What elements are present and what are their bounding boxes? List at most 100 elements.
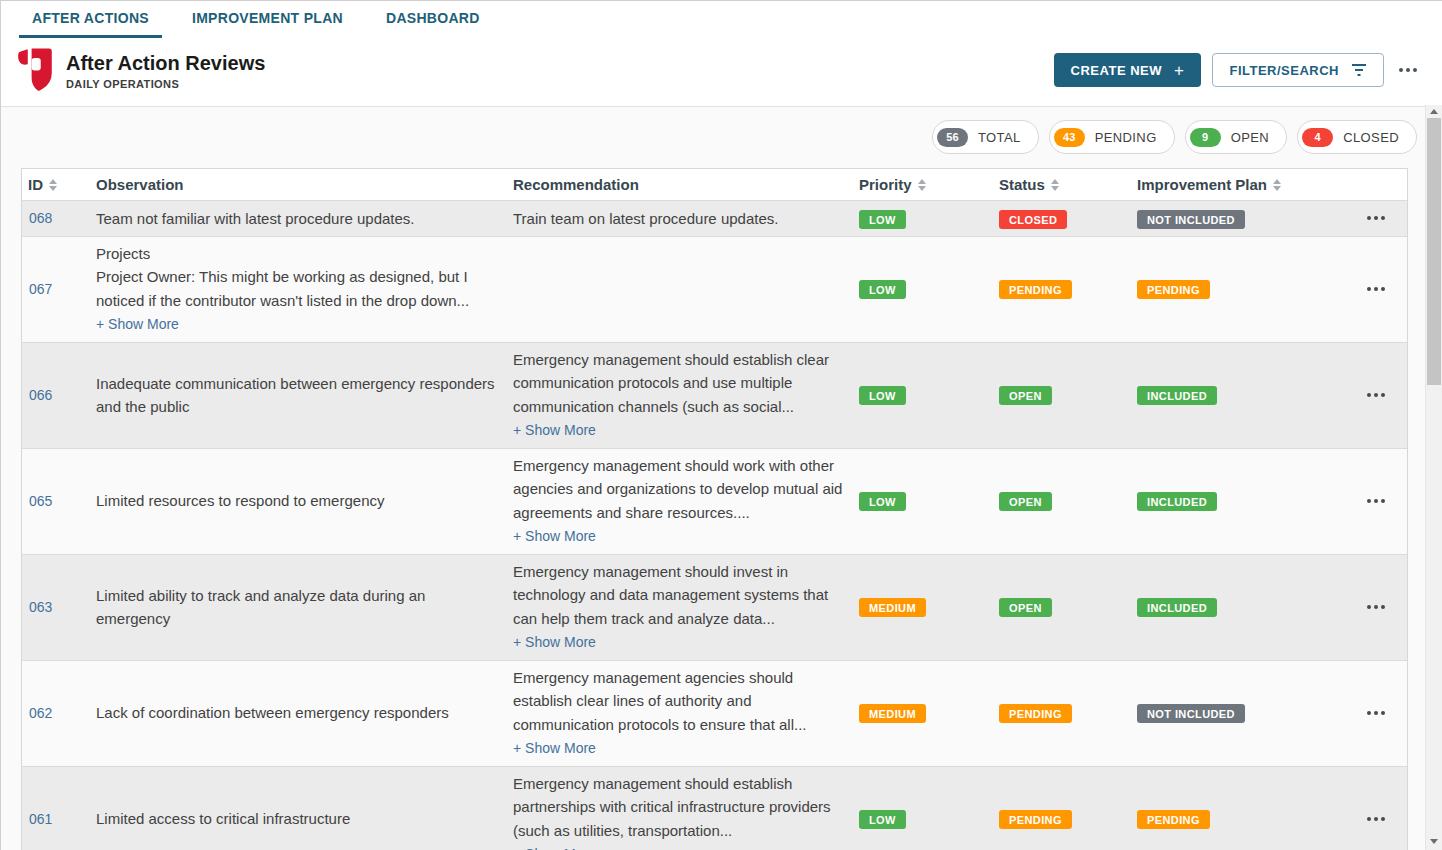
juvare-logo-icon (15, 46, 54, 94)
tab-dashboard[interactable]: DASHBOARD (373, 1, 493, 38)
show-more-link[interactable]: + Show More (513, 737, 596, 761)
row-more-options-icon[interactable] (1363, 707, 1389, 719)
plan-cell: PENDING (1131, 272, 1288, 306)
plan-cell: NOT INCLUDED (1131, 202, 1288, 236)
status-badge: PENDING (999, 280, 1072, 299)
observation-cell: Limited ability to track and analyze dat… (90, 579, 507, 636)
tab-after-actions[interactable]: AFTER ACTIONS (19, 1, 162, 38)
column-header-priority[interactable]: Priority (853, 169, 993, 200)
recommendation-cell: Train team on latest procedure updates. (507, 202, 853, 236)
recommendation-text: Emergency management should establish pa… (513, 772, 847, 843)
status-cell: OPEN (993, 484, 1131, 518)
create-new-button[interactable]: CREATE NEW + (1054, 53, 1202, 87)
observation-text: Lack of coordination between emergency r… (96, 701, 501, 725)
status-badge: OPEN (999, 386, 1052, 405)
filter-search-button[interactable]: FILTER/SEARCH (1212, 53, 1384, 87)
stat-pill-total[interactable]: 56TOTAL (932, 120, 1039, 154)
scrollbar-down-arrow-icon[interactable] (1426, 835, 1442, 848)
app-header: After Action Reviews DAILY OPERATIONS CR… (1, 38, 1442, 106)
show-more-link[interactable]: + Show More (513, 843, 596, 850)
row-more-options-icon[interactable] (1363, 813, 1389, 825)
sort-down-icon (49, 186, 57, 191)
row-actions-cell (1357, 207, 1407, 229)
status-cell: OPEN (993, 378, 1131, 412)
sort-arrows-icon (1273, 179, 1281, 191)
status-badge: PENDING (999, 704, 1072, 723)
row-more-options-icon[interactable] (1363, 212, 1389, 224)
show-more-link[interactable]: + Show More (96, 313, 179, 337)
id-cell: 067 (22, 272, 90, 307)
row-id-link[interactable]: 063 (29, 599, 52, 615)
vertical-scrollbar[interactable] (1425, 105, 1442, 850)
stat-label: CLOSED (1343, 130, 1399, 145)
stat-pill-open[interactable]: 9OPEN (1185, 120, 1287, 154)
status-badge: OPEN (999, 598, 1052, 617)
id-cell: 066 (22, 378, 90, 413)
priority-cell: LOW (853, 202, 993, 236)
top-tabs: AFTER ACTIONS IMPROVEMENT PLAN DASHBOARD (1, 1, 1442, 38)
brand-text: After Action Reviews DAILY OPERATIONS (66, 51, 265, 90)
table-row: 067ProjectsProject Owner: This might be … (22, 236, 1407, 342)
plus-icon: + (1174, 62, 1184, 79)
improvement-plan-badge: INCLUDED (1137, 492, 1217, 511)
header-more-options-icon[interactable] (1395, 64, 1421, 76)
row-id-link[interactable]: 061 (29, 811, 52, 827)
show-more-link[interactable]: + Show More (513, 525, 596, 549)
sort-up-icon (1051, 179, 1059, 184)
column-header-label: Observation (96, 176, 184, 193)
scrollbar-up-arrow-icon[interactable] (1426, 105, 1442, 118)
column-header-status[interactable]: Status (993, 169, 1131, 200)
row-more-options-icon[interactable] (1363, 389, 1389, 401)
table-row: 062 Lack of coordination between emergenc… (22, 660, 1407, 766)
stat-pill-pending[interactable]: 43PENDING (1049, 120, 1175, 154)
sort-down-icon (918, 186, 926, 191)
row-id-link[interactable]: 065 (29, 493, 52, 509)
after-action-reviews-table: ID Observation Recommendation PriorityStatu… (21, 168, 1408, 850)
stat-label: OPEN (1231, 130, 1269, 145)
tab-improvement-plan[interactable]: IMPROVEMENT PLAN (179, 1, 356, 38)
id-cell: 065 (22, 484, 90, 519)
page-subtitle: DAILY OPERATIONS (66, 78, 265, 90)
plan-cell: PENDING (1131, 802, 1288, 836)
row-more-options-icon[interactable] (1363, 283, 1389, 295)
row-actions-cell (1357, 808, 1407, 830)
show-more-link[interactable]: + Show More (513, 631, 596, 655)
row-more-options-icon[interactable] (1363, 601, 1389, 613)
id-cell: 063 (22, 590, 90, 625)
table-row: 068Team not familiar with latest procedu… (22, 200, 1407, 236)
priority-badge: MEDIUM (859, 704, 926, 723)
plan-cell: INCLUDED (1131, 484, 1288, 518)
observation-cell: Limited access to critical infrastructur… (90, 802, 507, 836)
stat-count-badge: 43 (1054, 128, 1085, 147)
recommendation-cell (507, 284, 853, 294)
plan-cell: NOT INCLUDED (1131, 696, 1288, 730)
table-row: 061 Limited access to critical infrastruc… (22, 766, 1407, 850)
priority-badge: LOW (859, 386, 906, 405)
row-id-link[interactable]: 067 (29, 281, 52, 297)
row-id-link[interactable]: 062 (29, 705, 52, 721)
filter-search-label: FILTER/SEARCH (1229, 63, 1339, 78)
row-more-options-icon[interactable] (1363, 495, 1389, 507)
brand: After Action Reviews DAILY OPERATIONS (15, 46, 265, 94)
recommendation-cell: Emergency management should work with ot… (507, 449, 853, 554)
table-row: 065Limited resources to respond to emerg… (22, 448, 1407, 554)
row-actions-cell (1357, 384, 1407, 406)
priority-badge: LOW (859, 210, 906, 229)
observation-cell: Inadequate communication between emergen… (90, 367, 507, 424)
row-id-link[interactable]: 066 (29, 387, 52, 403)
filter-icon (1351, 63, 1367, 77)
status-cell: PENDING (993, 272, 1131, 306)
create-new-label: CREATE NEW (1071, 63, 1162, 78)
column-header-id[interactable]: ID (22, 169, 90, 200)
recommendation-cell: Emergency management agencies should est… (507, 661, 853, 766)
column-header-label: Recommendation (513, 176, 639, 193)
scrollbar-thumb[interactable] (1427, 118, 1441, 385)
priority-badge: LOW (859, 810, 906, 829)
id-cell: 068 (22, 201, 90, 236)
row-actions-cell (1357, 702, 1407, 724)
stat-pill-closed[interactable]: 4CLOSED (1297, 120, 1417, 154)
row-id-link[interactable]: 068 (29, 210, 52, 226)
show-more-link[interactable]: + Show More (513, 419, 596, 443)
priority-cell: MEDIUM (853, 696, 993, 730)
column-header-improvement-plan[interactable]: Improvement Plan (1131, 169, 1288, 200)
